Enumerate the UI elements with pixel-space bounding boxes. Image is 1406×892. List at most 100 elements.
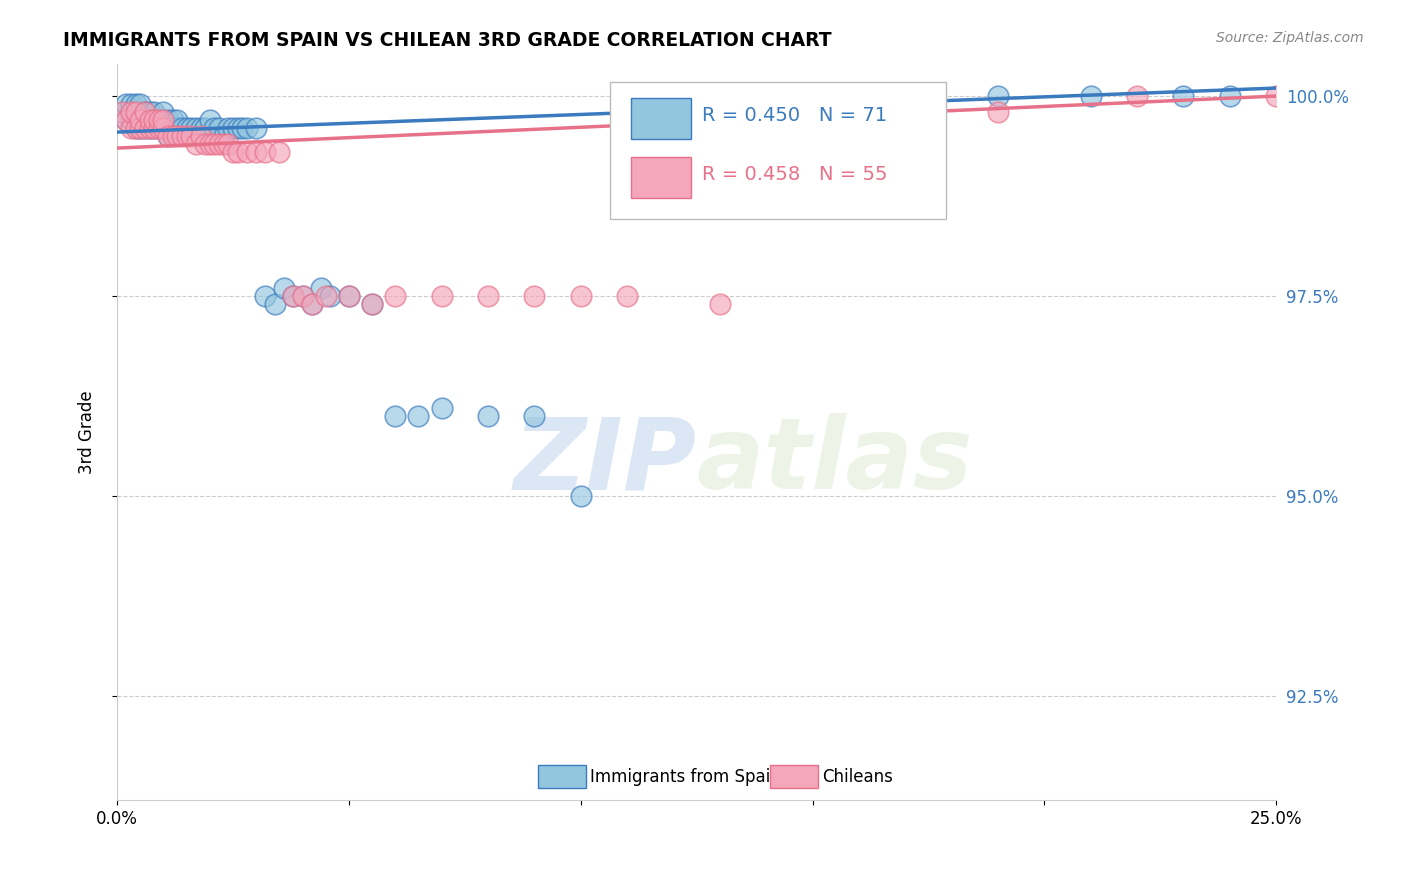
Point [283,289,305,303]
Point [194,121,217,136]
Point [245,121,267,136]
Point [384,409,406,424]
Point [124,113,146,128]
Point [337,289,360,303]
Point [848,113,870,128]
Point [222,121,245,136]
Point [523,289,546,303]
Point [143,105,166,120]
Point [254,145,277,159]
Point [115,113,138,128]
Point [226,145,249,159]
Point [138,105,160,120]
Point [148,121,170,136]
Point [148,113,170,128]
Point [263,297,285,311]
Point [1080,89,1102,103]
Point [180,129,202,144]
Point [111,105,134,120]
Point [662,105,685,120]
Point [709,297,731,311]
Point [170,129,193,144]
Point [190,129,212,144]
Point [301,297,323,311]
Text: atlas: atlas [696,413,973,510]
Point [166,129,188,144]
FancyBboxPatch shape [630,98,690,139]
Point [148,113,170,128]
Point [190,121,212,136]
Point [162,129,184,144]
Point [148,121,170,136]
Point [180,121,202,136]
Point [198,137,221,152]
Point [361,297,384,311]
Point [138,121,160,136]
Point [176,129,198,144]
Point [138,113,160,128]
Point [273,281,295,295]
Point [124,121,146,136]
Point [236,121,259,136]
Text: R = 0.458   N = 55: R = 0.458 N = 55 [703,165,889,184]
Point [208,137,231,152]
Point [1126,89,1149,103]
Text: Chileans: Chileans [821,768,893,786]
Point [120,121,142,136]
Point [184,137,207,152]
Point [152,113,174,128]
Point [1173,89,1195,103]
Point [245,145,267,159]
Point [616,289,638,303]
Point [848,89,870,103]
Point [319,289,342,303]
Point [162,113,184,128]
Point [152,113,174,128]
FancyBboxPatch shape [769,764,818,789]
Point [152,121,174,136]
Point [111,105,134,120]
Point [430,401,453,416]
Point [143,113,166,128]
Point [129,121,152,136]
Point [408,409,430,424]
Point [987,89,1010,103]
Point [176,121,198,136]
Point [166,121,188,136]
Text: Source: ZipAtlas.com: Source: ZipAtlas.com [1216,31,1364,45]
Point [231,121,253,136]
Point [124,121,146,136]
Point [134,121,156,136]
Point [430,289,453,303]
Text: Immigrants from Spain: Immigrants from Spain [591,768,780,786]
Point [120,105,142,120]
Point [477,289,499,303]
Point [157,129,180,144]
Point [138,113,160,128]
Point [152,105,174,120]
Point [222,145,245,159]
Point [283,289,305,303]
Point [384,289,406,303]
Point [120,97,142,112]
Point [143,121,166,136]
Point [361,297,384,311]
Point [569,289,592,303]
Point [152,121,174,136]
Point [166,113,188,128]
Point [236,145,259,159]
Point [134,105,156,120]
Point [134,105,156,120]
Point [987,105,1010,120]
FancyBboxPatch shape [538,764,586,789]
Point [124,97,146,112]
Point [315,289,337,303]
Point [1265,89,1288,103]
FancyBboxPatch shape [610,82,946,219]
Point [523,409,546,424]
Text: ZIP: ZIP [513,413,696,510]
Point [217,137,239,152]
Point [337,289,360,303]
Point [569,489,592,503]
Point [134,121,156,136]
